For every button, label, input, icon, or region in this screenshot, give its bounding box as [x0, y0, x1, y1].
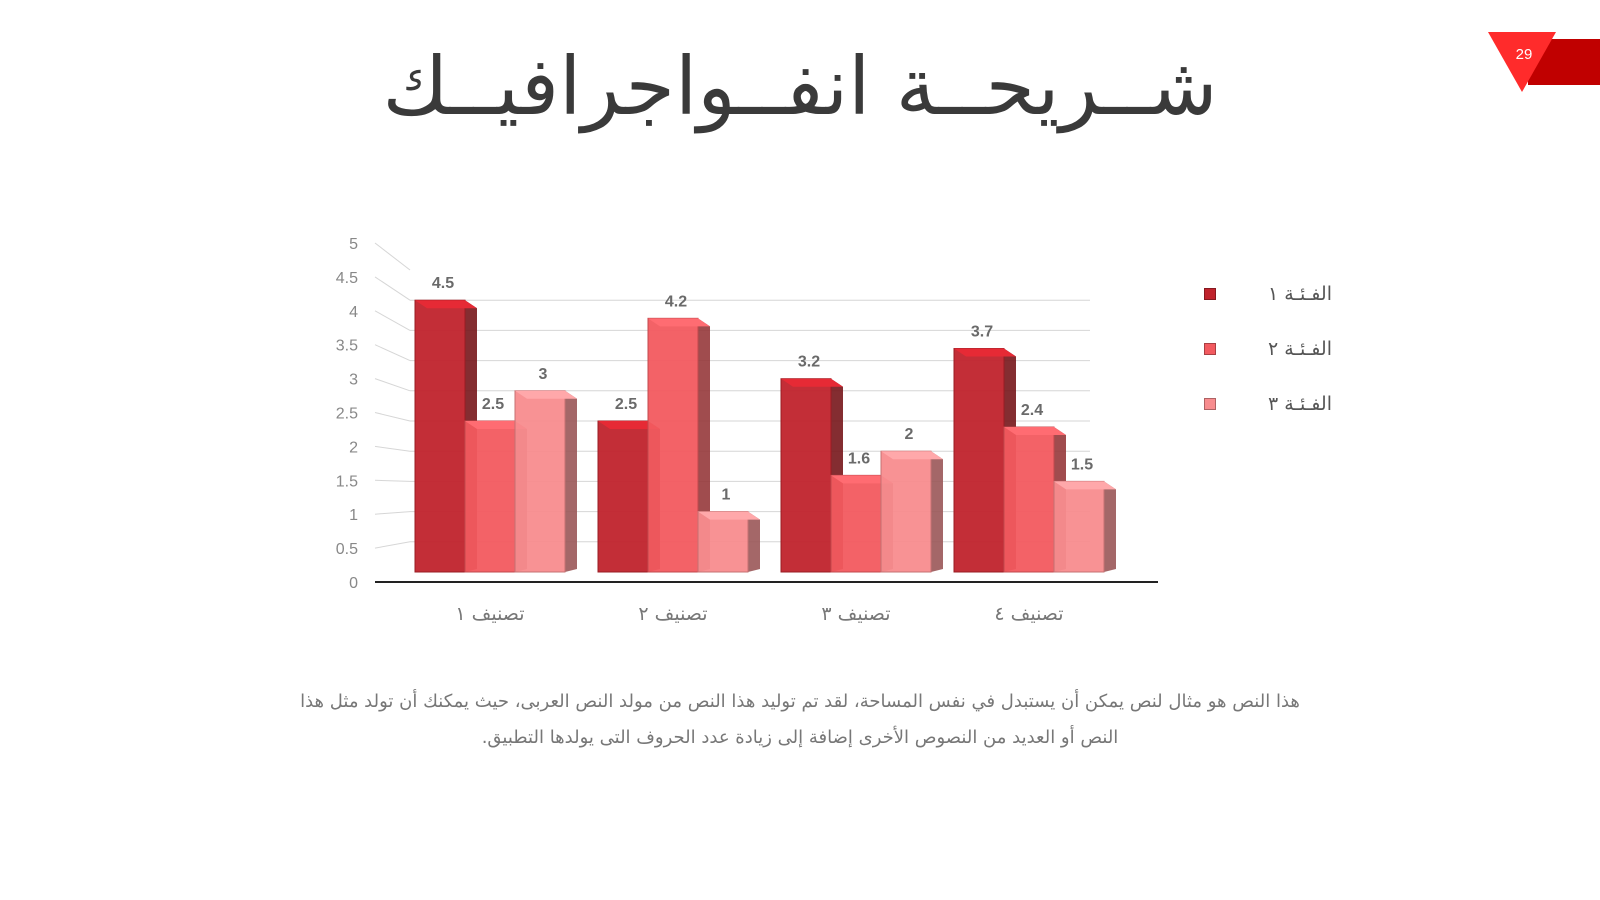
bar — [953, 348, 1005, 573]
bar — [514, 390, 566, 573]
data-label: 3 — [539, 366, 548, 383]
data-label: 1.5 — [1071, 456, 1093, 473]
bar-top — [831, 475, 893, 484]
bar — [464, 420, 516, 573]
y-tick-label: 2.5 — [336, 406, 358, 423]
body-line-1: هذا النص هو مثال لنص يمكن أن يستبدل في ن… — [300, 691, 1300, 712]
y-tick-label: 1 — [349, 507, 358, 524]
slide-title: شــريحــة انفــواجرافيــك — [382, 40, 1218, 133]
data-label: 2.5 — [482, 396, 504, 413]
bar-top — [1004, 427, 1066, 436]
x-tick-label: تصنيف ٣ — [821, 603, 890, 625]
gridline-depth — [374, 541, 411, 549]
legend-label-3: الفـئـة ٣ — [1268, 393, 1332, 415]
bar-top — [781, 378, 843, 387]
data-label: 2.5 — [615, 396, 637, 413]
chart-legend: الفـئـة ١ الفـئـة ٢ الفـئـة ٣ — [1190, 283, 1340, 448]
legend-label-2: الفـئـة ٢ — [1268, 338, 1332, 360]
bar-top — [881, 451, 943, 460]
data-label: 3.7 — [971, 324, 993, 341]
data-label: 4.5 — [432, 275, 454, 292]
chart-labels: 4.5 2.5 3 تصنيف ١ 2.5 4.2 1 تصنيف ٢ 3.2 1.6 2 تصنيف… — [432, 275, 1093, 625]
bar — [647, 317, 699, 573]
bar-side — [748, 511, 760, 572]
gridline-depth — [374, 445, 411, 452]
bar-side — [931, 451, 943, 572]
bar-top — [515, 390, 577, 399]
bar-side — [1104, 481, 1116, 572]
bar-top — [954, 348, 1016, 357]
y-tick-label: 0 — [349, 575, 358, 592]
gridline-depth — [374, 511, 411, 515]
data-label: 2 — [905, 426, 914, 443]
legend-swatch-1 — [1204, 288, 1216, 300]
x-tick-label: تصنيف ١ — [455, 603, 524, 625]
bar — [697, 511, 749, 573]
x-tick-label: تصنيف ٤ — [994, 603, 1063, 625]
bar — [597, 420, 649, 573]
bar-top — [698, 511, 760, 520]
legend-item-1: الفـئـة ١ — [1190, 283, 1340, 305]
data-label: 4.2 — [665, 293, 687, 310]
legend-swatch-3 — [1204, 398, 1216, 410]
y-tick-label: 4.5 — [336, 270, 358, 287]
data-label: 3.2 — [798, 354, 820, 371]
gridline-depth — [374, 344, 411, 362]
bar — [414, 299, 466, 573]
y-tick-label: 2 — [349, 439, 358, 456]
bar — [830, 474, 882, 573]
gridline-depth — [374, 242, 411, 271]
gridline-depth — [374, 412, 411, 422]
bar-top — [1054, 481, 1116, 490]
gridline-depth — [374, 276, 411, 301]
bar — [1053, 480, 1105, 573]
data-label: 1.6 — [848, 450, 870, 467]
data-label: 1 — [722, 487, 731, 504]
bar — [780, 378, 832, 573]
y-tick-label: 0.5 — [336, 541, 358, 558]
page-badge-icon — [1488, 32, 1600, 92]
body-line-2: النص أو العديد من النصوص الأخرى إضافة إل… — [481, 727, 1119, 748]
bar-side — [698, 318, 710, 572]
bar — [1003, 426, 1055, 573]
bar-top — [465, 421, 527, 429]
bar-side — [565, 390, 577, 572]
bar — [880, 450, 932, 573]
gridline-depth — [374, 378, 411, 392]
y-tick-label: 5 — [349, 236, 358, 253]
y-tick-label: 4 — [349, 304, 358, 321]
bar-top — [648, 318, 710, 327]
legend-item-2: الفـئـة ٢ — [1190, 338, 1340, 360]
x-tick-label: تصنيف ٢ — [638, 603, 707, 625]
legend-item-3: الفـئـة ٣ — [1190, 393, 1340, 415]
y-tick-label: 3 — [349, 372, 358, 389]
y-tick-label: 3.5 — [336, 338, 358, 355]
legend-label-1: الفـئـة ١ — [1268, 283, 1332, 305]
data-label: 2.4 — [1021, 402, 1043, 419]
body-paragraph: هذا النص هو مثال لنص يمكن أن يستبدل في ن… — [220, 684, 1380, 756]
page-number: 29 — [1515, 46, 1533, 63]
bar-top — [415, 300, 477, 309]
gridline-depth — [374, 479, 411, 482]
gridline-depth — [374, 310, 411, 331]
chart-bars — [414, 299, 1116, 573]
bar-top — [598, 421, 660, 429]
legend-swatch-2 — [1204, 343, 1216, 355]
y-tick-label: 1.5 — [336, 473, 358, 490]
